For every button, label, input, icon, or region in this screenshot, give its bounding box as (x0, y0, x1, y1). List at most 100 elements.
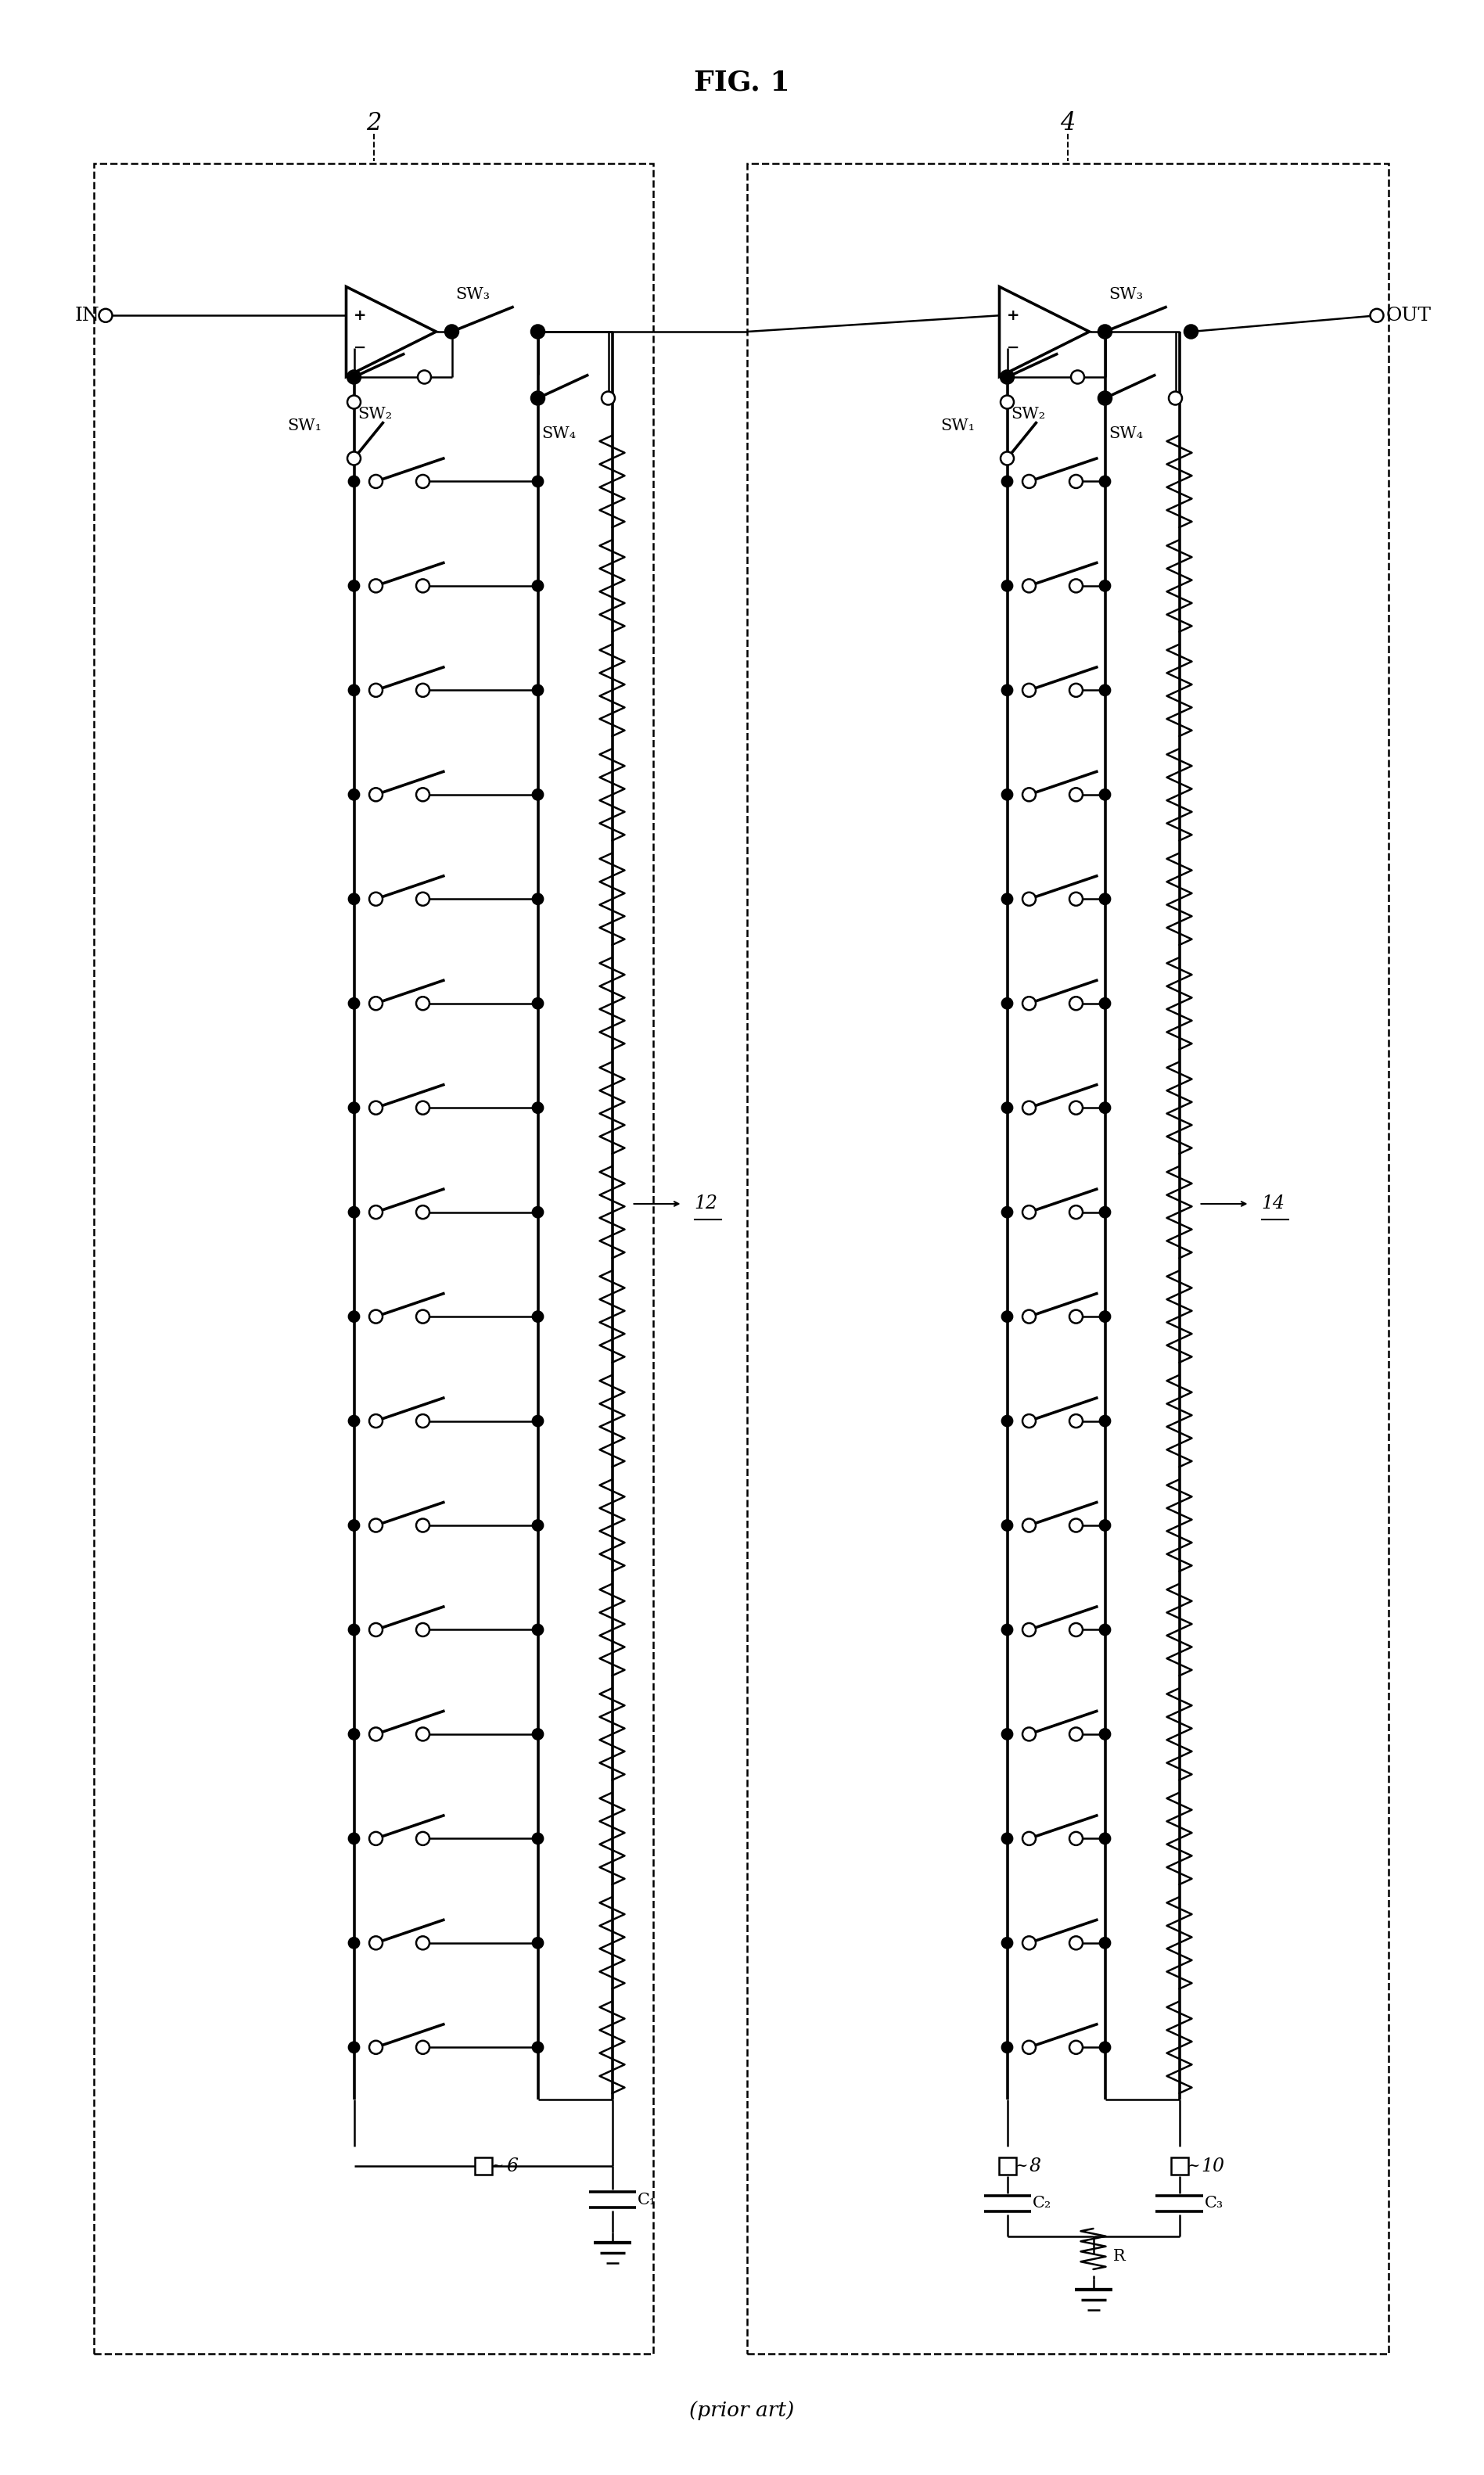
Circle shape (349, 2042, 359, 2052)
Text: 14: 14 (1261, 1195, 1285, 1213)
Circle shape (533, 1624, 543, 1636)
Circle shape (1022, 1413, 1036, 1428)
Circle shape (1022, 1728, 1036, 1740)
Circle shape (1070, 1832, 1083, 1846)
Text: IN: IN (74, 307, 99, 324)
Circle shape (1000, 396, 1014, 408)
Circle shape (1022, 1832, 1036, 1846)
Circle shape (1070, 997, 1083, 1010)
Circle shape (1186, 327, 1196, 337)
Text: SW₃: SW₃ (1109, 287, 1143, 302)
Circle shape (1022, 1520, 1036, 1532)
Text: OUT: OUT (1386, 307, 1432, 324)
Text: ~: ~ (1015, 2158, 1028, 2173)
Circle shape (531, 324, 545, 339)
Circle shape (416, 787, 429, 802)
Circle shape (1002, 893, 1012, 906)
Circle shape (533, 1938, 543, 1948)
Circle shape (1070, 1728, 1083, 1740)
Circle shape (1098, 391, 1112, 406)
Circle shape (349, 579, 359, 592)
Circle shape (1002, 371, 1012, 384)
Text: +: + (1008, 307, 1020, 322)
Circle shape (1100, 327, 1110, 337)
Bar (1171, 2158, 1187, 2176)
Text: SW₂: SW₂ (1011, 406, 1046, 421)
Bar (999, 2158, 1017, 2176)
Circle shape (1100, 893, 1110, 906)
Circle shape (349, 893, 359, 906)
Circle shape (533, 579, 543, 592)
Circle shape (533, 997, 543, 1010)
Text: C₁: C₁ (637, 2193, 656, 2208)
Circle shape (533, 327, 543, 337)
Circle shape (347, 371, 361, 384)
Circle shape (370, 1728, 383, 1740)
Circle shape (1002, 1101, 1012, 1114)
Circle shape (533, 394, 543, 403)
Circle shape (99, 309, 113, 322)
Circle shape (445, 324, 459, 339)
Circle shape (533, 893, 543, 906)
Circle shape (370, 579, 383, 592)
Circle shape (349, 371, 359, 384)
Circle shape (349, 1101, 359, 1114)
Text: 10: 10 (1201, 2158, 1224, 2176)
Circle shape (1002, 997, 1012, 1010)
Circle shape (533, 1416, 543, 1426)
Circle shape (1002, 1416, 1012, 1426)
Circle shape (370, 1520, 383, 1532)
Circle shape (416, 1205, 429, 1218)
Circle shape (1000, 453, 1014, 465)
Circle shape (1002, 1520, 1012, 1532)
Circle shape (1002, 1624, 1012, 1636)
Circle shape (1022, 475, 1036, 488)
Circle shape (1070, 579, 1083, 592)
Circle shape (1000, 371, 1014, 384)
Text: 12: 12 (695, 1195, 718, 1213)
Circle shape (1100, 1938, 1110, 1948)
Circle shape (1100, 997, 1110, 1010)
Text: FIG. 1: FIG. 1 (695, 69, 789, 97)
Circle shape (1100, 1624, 1110, 1636)
Circle shape (370, 2042, 383, 2054)
Circle shape (533, 1834, 543, 1844)
Circle shape (1100, 1312, 1110, 1322)
Circle shape (416, 475, 429, 488)
Circle shape (349, 1312, 359, 1322)
Circle shape (370, 1413, 383, 1428)
Circle shape (1370, 309, 1383, 322)
Circle shape (1002, 475, 1012, 488)
Circle shape (347, 396, 361, 408)
Circle shape (1100, 1101, 1110, 1114)
Circle shape (416, 1520, 429, 1532)
Circle shape (349, 686, 359, 695)
Circle shape (1070, 1309, 1083, 1324)
Circle shape (349, 1624, 359, 1636)
Text: ~: ~ (491, 2158, 503, 2173)
Circle shape (1070, 1101, 1083, 1114)
Circle shape (1184, 324, 1198, 339)
Circle shape (370, 1935, 383, 1950)
Circle shape (533, 1101, 543, 1114)
Circle shape (1100, 394, 1110, 403)
Circle shape (1100, 1520, 1110, 1532)
Circle shape (416, 2042, 429, 2054)
Text: 6: 6 (506, 2158, 518, 2176)
Circle shape (416, 1101, 429, 1114)
Bar (93, 163, 653, 2354)
Circle shape (349, 1416, 359, 1426)
Circle shape (1002, 1938, 1012, 1948)
Circle shape (416, 1309, 429, 1324)
Circle shape (1070, 1413, 1083, 1428)
Text: SW₄: SW₄ (1109, 426, 1143, 441)
Circle shape (416, 893, 429, 906)
Circle shape (1022, 1101, 1036, 1114)
Circle shape (349, 790, 359, 799)
Circle shape (1022, 1205, 1036, 1218)
Circle shape (531, 391, 545, 406)
Circle shape (533, 475, 543, 488)
Text: SW₄: SW₄ (542, 426, 576, 441)
Text: 4: 4 (1060, 111, 1076, 136)
Text: (prior art): (prior art) (690, 2401, 794, 2421)
